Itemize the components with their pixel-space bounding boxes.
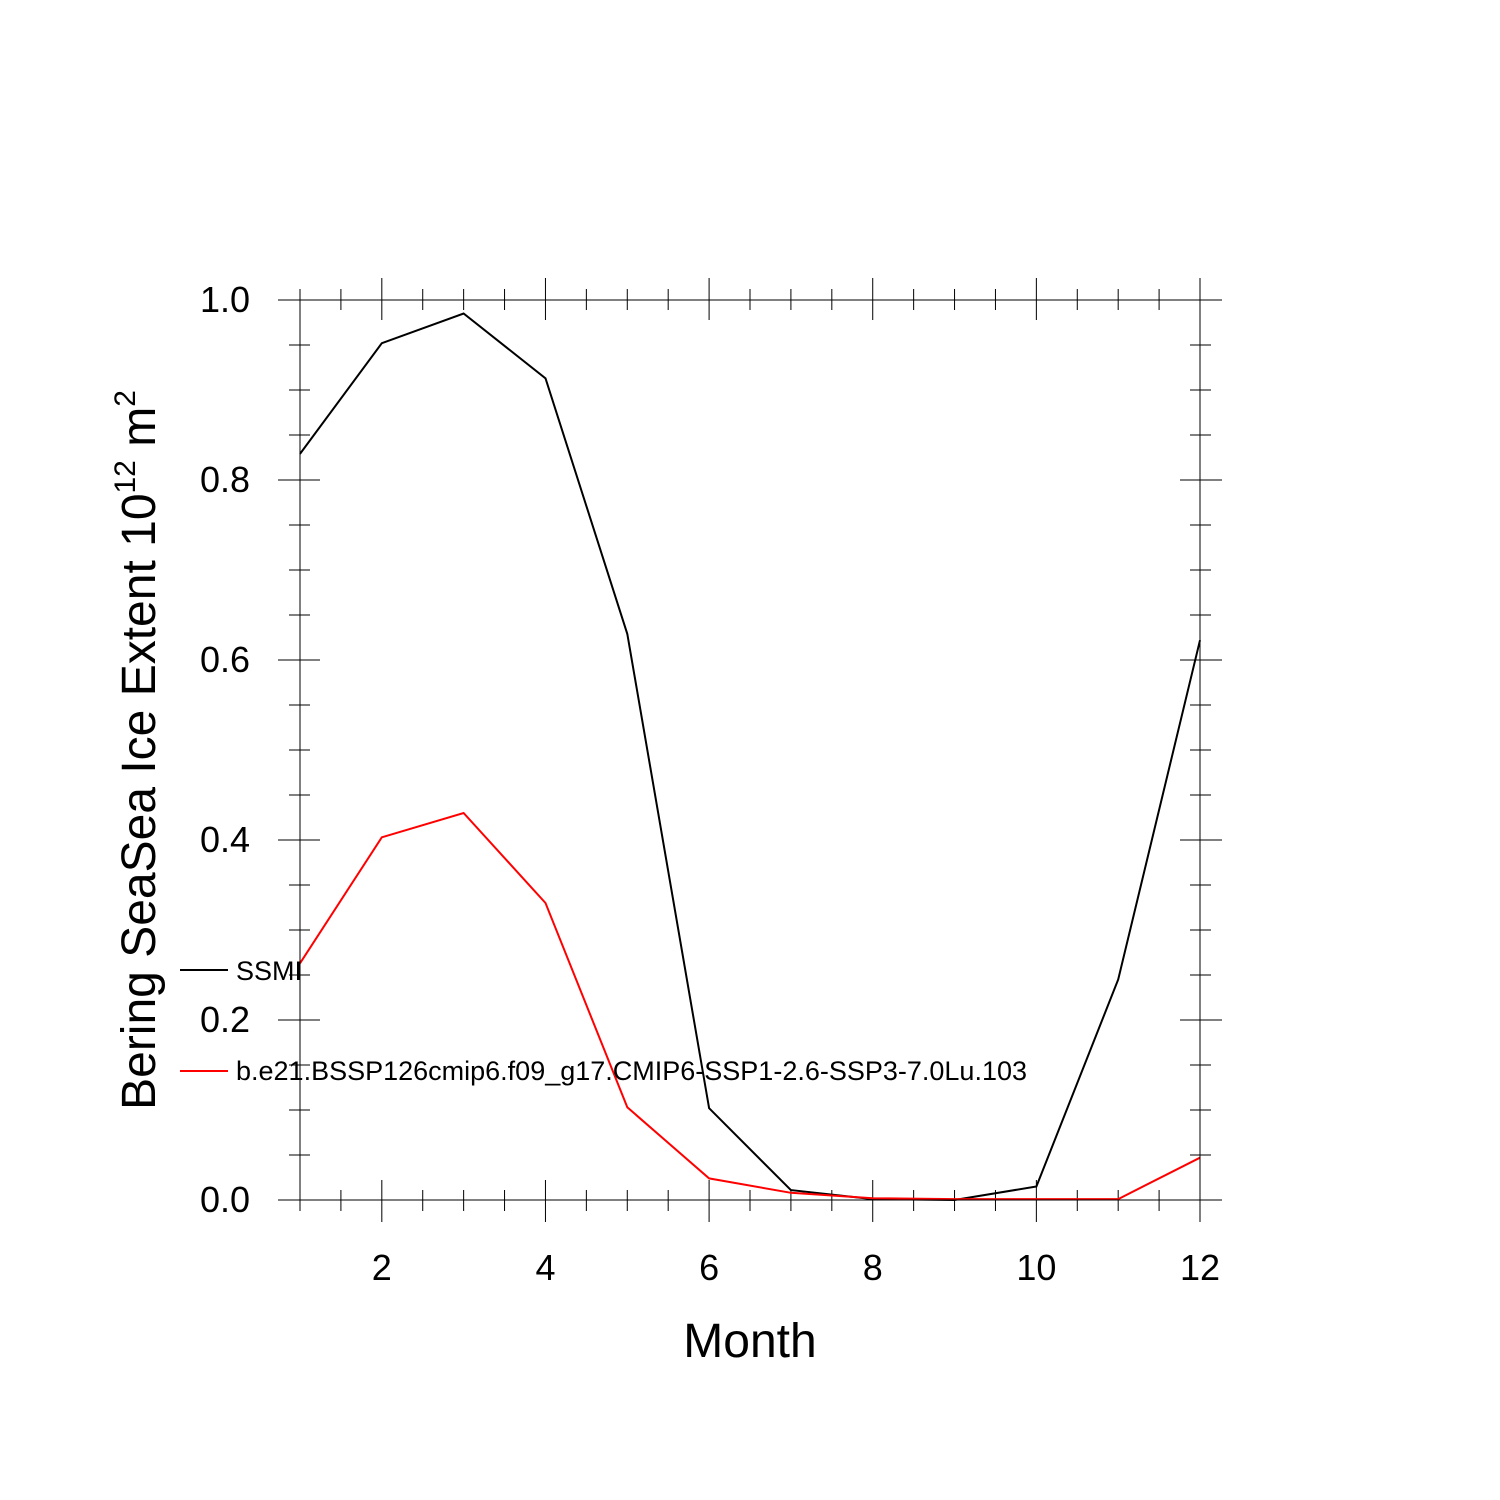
series-line-ssmi bbox=[299, 312, 1201, 1202]
series-lines bbox=[299, 312, 1201, 1202]
y-tick-label: 1.0 bbox=[200, 279, 250, 320]
y-axis-title-main: Bering SeaSea Ice Extent 10 bbox=[113, 493, 166, 1109]
y-tick-label: 0.8 bbox=[200, 459, 250, 500]
y-tick-label: 0.4 bbox=[200, 819, 250, 860]
legend-label-model: b.e21.BSSP126cmip6.f09_g17.CMIP6-SSP1-2.… bbox=[236, 1056, 1027, 1086]
y-tick-label: 0.6 bbox=[200, 639, 250, 680]
y-axis-title: Bering SeaSea Ice Extent 1012 m2 bbox=[109, 390, 166, 1110]
x-tick-label: 8 bbox=[863, 1247, 883, 1288]
y-tick-labels: 0.0 0.2 0.4 0.6 0.8 1.0 bbox=[200, 279, 250, 1220]
x-tick-labels: 2 4 6 8 10 12 bbox=[372, 1247, 1220, 1288]
x-tick-label: 12 bbox=[1180, 1247, 1220, 1288]
x-tick-label: 10 bbox=[1016, 1247, 1056, 1288]
y-axis-title-unit: m bbox=[113, 407, 166, 460]
legend: SSMI b.e21.BSSP126cmip6.f09_g17.CMIP6-SS… bbox=[180, 956, 1027, 1086]
x-tick-label: 4 bbox=[535, 1247, 555, 1288]
y-tick-label: 0.0 bbox=[200, 1179, 250, 1220]
y-axis-title-unit-exponent: 2 bbox=[109, 390, 142, 407]
legend-label-ssmi: SSMI bbox=[236, 956, 302, 986]
x-axis-title: Month bbox=[683, 1315, 816, 1368]
plot-frame bbox=[299, 299, 1201, 1201]
x-tick-label: 6 bbox=[699, 1247, 719, 1288]
y-axis-title-exponent: 12 bbox=[109, 460, 142, 493]
y-tick-label: 0.2 bbox=[200, 999, 250, 1040]
x-tick-label: 2 bbox=[372, 1247, 392, 1288]
series-line-model bbox=[299, 811, 1201, 1201]
